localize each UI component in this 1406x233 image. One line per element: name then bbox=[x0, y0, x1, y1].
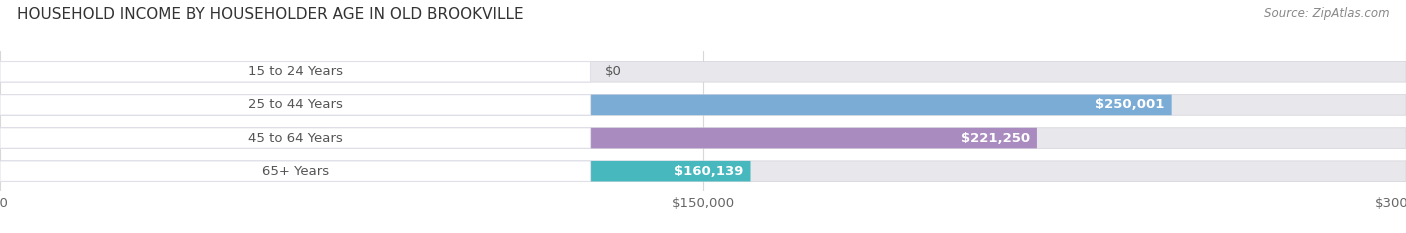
FancyBboxPatch shape bbox=[0, 62, 1406, 82]
FancyBboxPatch shape bbox=[0, 128, 1038, 148]
FancyBboxPatch shape bbox=[0, 95, 1171, 115]
FancyBboxPatch shape bbox=[0, 128, 1406, 148]
Text: $221,250: $221,250 bbox=[960, 132, 1029, 144]
Text: $160,139: $160,139 bbox=[673, 165, 744, 178]
Text: 65+ Years: 65+ Years bbox=[262, 165, 329, 178]
Text: Source: ZipAtlas.com: Source: ZipAtlas.com bbox=[1264, 7, 1389, 20]
Text: $250,001: $250,001 bbox=[1095, 98, 1164, 111]
Text: 25 to 44 Years: 25 to 44 Years bbox=[247, 98, 343, 111]
Text: HOUSEHOLD INCOME BY HOUSEHOLDER AGE IN OLD BROOKVILLE: HOUSEHOLD INCOME BY HOUSEHOLDER AGE IN O… bbox=[17, 7, 523, 22]
FancyBboxPatch shape bbox=[0, 161, 1406, 182]
FancyBboxPatch shape bbox=[0, 95, 1406, 115]
FancyBboxPatch shape bbox=[0, 161, 591, 182]
FancyBboxPatch shape bbox=[0, 128, 591, 148]
FancyBboxPatch shape bbox=[0, 95, 591, 115]
Text: $0: $0 bbox=[605, 65, 621, 78]
FancyBboxPatch shape bbox=[0, 62, 591, 82]
FancyBboxPatch shape bbox=[0, 161, 751, 182]
Text: 45 to 64 Years: 45 to 64 Years bbox=[247, 132, 343, 144]
Text: 15 to 24 Years: 15 to 24 Years bbox=[247, 65, 343, 78]
